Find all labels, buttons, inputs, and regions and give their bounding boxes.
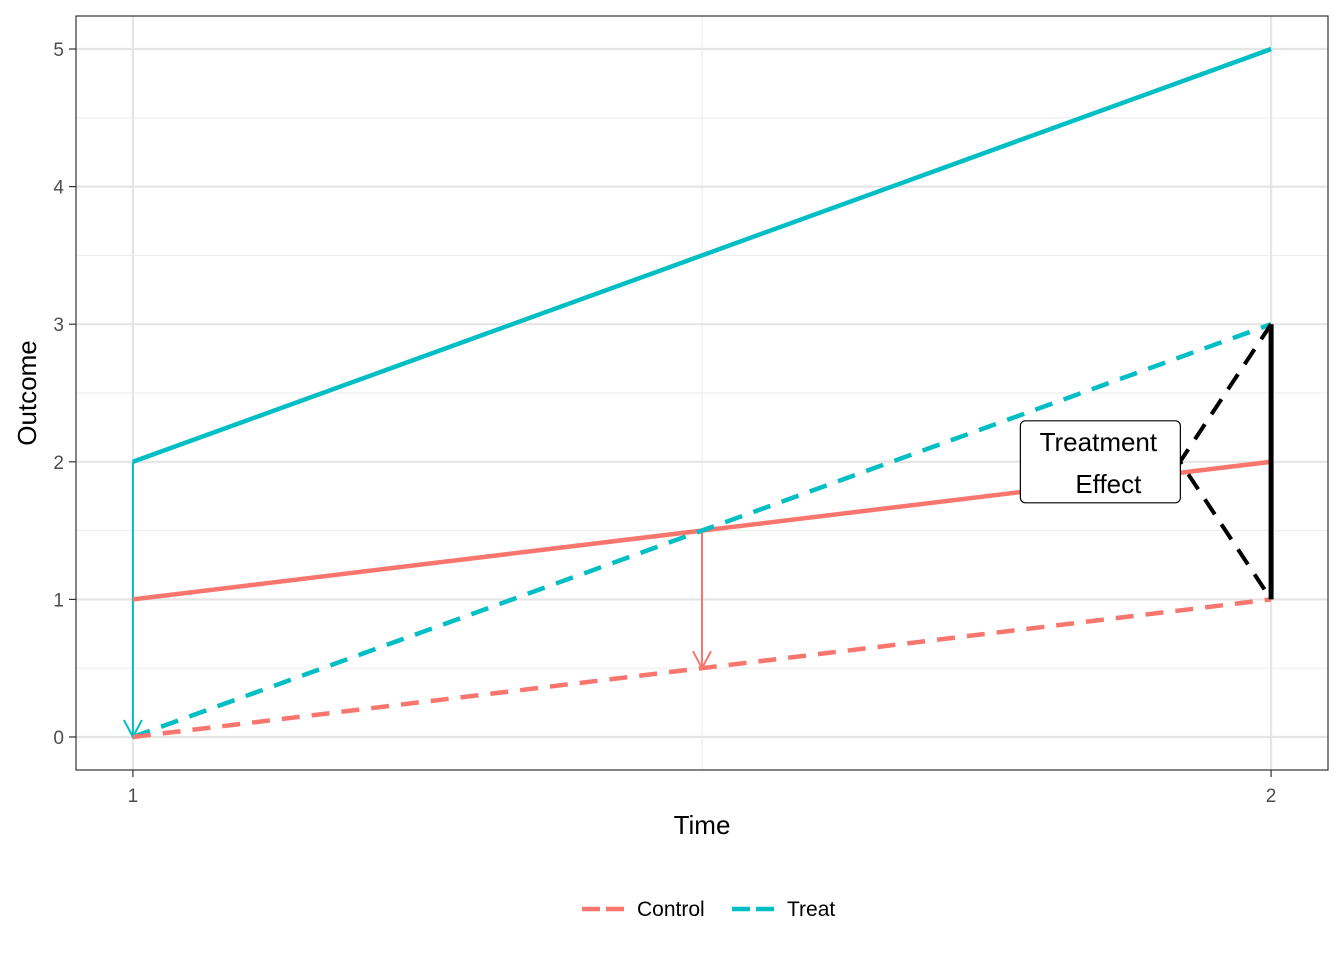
y-tick-label: 3 (53, 315, 64, 336)
annotation-label-box (1019, 420, 1181, 504)
y-tick-label: 0 (53, 728, 64, 749)
y-tick-label: 5 (53, 40, 64, 61)
series-line-treat-solid (132, 46, 1272, 464)
axes: 0 1 2 3 4 5 1 2 (53, 40, 1276, 807)
legend-label-treat: Treat (787, 898, 835, 921)
legend: Control Treat (582, 898, 835, 921)
annotation-label-line: Effect (1075, 469, 1142, 499)
annotation: Treatment Effect (1019, 323, 1274, 601)
annotation-label-line: Treatment (1040, 427, 1158, 457)
series-line-control-dashed (132, 597, 1272, 740)
legend-label-control: Control (637, 898, 705, 921)
x-tick-label: 2 (1266, 786, 1277, 807)
x-axis-label: Time (674, 810, 731, 840)
x-tick-label: 1 (128, 786, 139, 807)
y-tick-label: 2 (53, 453, 64, 474)
y-tick-label: 4 (53, 178, 64, 199)
series-line-treat-dashed (132, 322, 1272, 740)
y-axis-label: Outcome (12, 340, 42, 446)
panel-border (75, 15, 1329, 771)
y-tick-label: 1 (53, 590, 64, 611)
